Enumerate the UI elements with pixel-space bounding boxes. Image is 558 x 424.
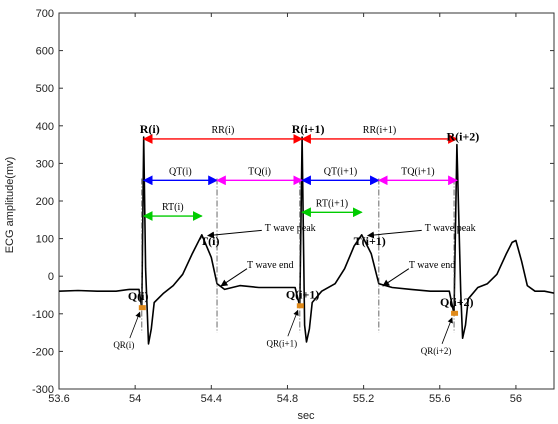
interval-label: RT(i)	[162, 202, 184, 213]
q-point-marker	[451, 310, 459, 316]
y-tick-label: -100	[32, 309, 54, 321]
x-tick-label: 53.6	[48, 393, 69, 405]
q-point-label: Q(i)	[128, 289, 149, 303]
t-peak-pointer	[207, 229, 262, 239]
y-axis-label: ECG amplitude(mv)	[4, 157, 16, 254]
x-axis-label: sec	[297, 410, 315, 422]
plot-axes: 53.6 54 54.4 54.8 55.2 55.6 56 -300 -200 -100 0 100…	[32, 8, 555, 405]
x-tick-label: 56	[510, 393, 522, 405]
t-wave-label: T(i)	[200, 234, 219, 248]
t-peak-pointer	[367, 229, 422, 239]
t-wave-label: T(i+1)	[354, 234, 386, 248]
t-end-pointer	[220, 268, 248, 287]
t-end-label: T wave end	[247, 260, 293, 271]
interval-label: RT(i+1)	[316, 198, 348, 209]
y-tick-label: 400	[36, 121, 54, 133]
ecg-trace-line	[58, 136, 555, 345]
q-point-marker	[138, 305, 146, 311]
qr-label: QR(i)	[113, 340, 134, 350]
qr-label: QR(i+1)	[267, 338, 298, 348]
qr-pointer	[287, 309, 299, 337]
t-peak-label: T wave peak	[265, 223, 316, 234]
interval-label: QT(i+1)	[324, 166, 357, 177]
ecg-series	[58, 136, 555, 345]
q-point-marker	[296, 303, 304, 309]
t-peak-label: T wave peak	[425, 223, 476, 234]
y-tick-label: 500	[36, 83, 54, 95]
qr-pointer	[129, 311, 141, 339]
y-tick-label: 600	[36, 46, 54, 58]
y-tick-label: 200	[36, 196, 54, 208]
interval-label: RR(i)	[212, 125, 235, 136]
y-tick-label: 300	[36, 158, 54, 170]
x-tick-label: 55.6	[429, 393, 450, 405]
plot-frame	[58, 12, 555, 390]
y-tick-label: 100	[36, 234, 54, 246]
interval-label: TQ(i)	[248, 166, 271, 177]
y-tick-label: -200	[32, 346, 54, 358]
r-peak-label: R(i)	[140, 122, 160, 136]
interval-label: QT(i)	[169, 166, 192, 177]
interval-label: RR(i+1)	[363, 125, 396, 136]
interval-label: TQ(i+1)	[401, 166, 434, 177]
t-end-label: T wave end	[409, 260, 455, 271]
r-peak-label: R(i+1)	[292, 122, 325, 136]
q-point-label: Q(i+1)	[286, 287, 320, 301]
y-tick-label: -300	[32, 384, 54, 396]
qr-label: QR(i+2)	[421, 346, 452, 356]
x-tick-label: 54.8	[277, 393, 298, 405]
x-tick-label: 54	[129, 393, 141, 405]
q-point-label: Q(i+2)	[440, 295, 474, 309]
y-tick-label: 700	[36, 8, 54, 20]
x-tick-label: 55.2	[353, 393, 374, 405]
t-end-pointer	[382, 268, 410, 287]
r-peak-label: R(i+2)	[446, 130, 479, 144]
qr-pointer	[441, 317, 453, 344]
y-tick-label: 0	[48, 271, 54, 283]
x-tick-label: 54.4	[201, 393, 222, 405]
annotation-layer: RR(i) RR(i+1) QT(i) TQ(i) QT(i+1) TQ(i+1) RT(i…	[113, 122, 479, 356]
